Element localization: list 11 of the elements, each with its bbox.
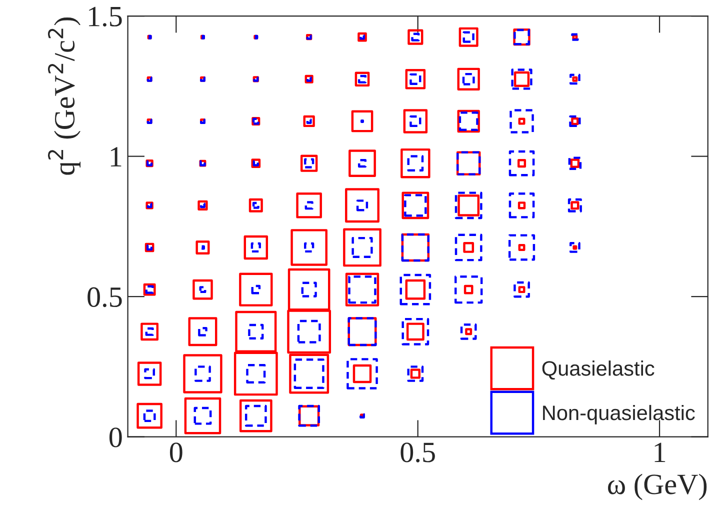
y-tick-label: 0 bbox=[109, 428, 122, 448]
legend-label: Quasielastic bbox=[542, 360, 654, 380]
legend-label: Non-quasielastic bbox=[543, 404, 695, 424]
x-tick-label: 0.5 bbox=[400, 442, 435, 462]
y-axis-title: q$^{2}$ (GeV$^{2}$/c$^{2}$) bbox=[48, 18, 80, 175]
x-axis-title: ω (GeV) bbox=[608, 474, 707, 500]
y-tick-label: 0.5 bbox=[88, 287, 122, 308]
y-tick-label: 1.5 bbox=[89, 6, 122, 27]
y-tick-label: 1 bbox=[110, 147, 122, 166]
x-tick-label: 0 bbox=[170, 442, 182, 462]
x-tick-label: 1 bbox=[654, 442, 666, 462]
